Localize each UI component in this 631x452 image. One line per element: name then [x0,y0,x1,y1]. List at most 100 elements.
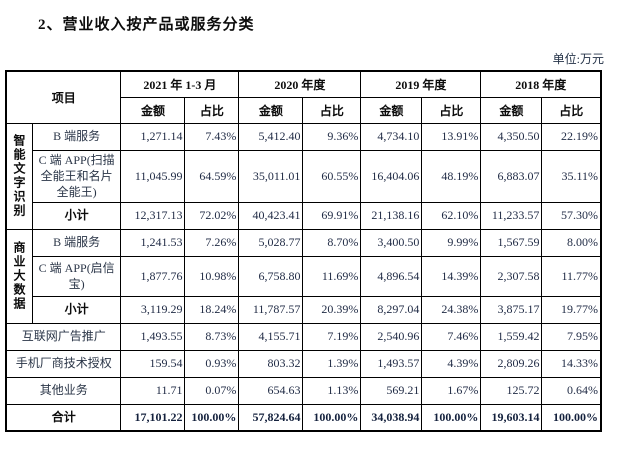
ratio-cell: 9.99% [421,228,482,257]
ratio-cell: 48.19% [421,149,482,203]
amount-cell: 2,809.26 [480,349,543,378]
amount-cell: 4,350.50 [480,122,543,151]
header-ratio: 占比 [421,96,482,124]
header-ratio: 占比 [184,96,240,124]
header-amount: 金额 [480,96,543,124]
amount-cell: 4,734.10 [360,122,423,151]
amount-cell: 35,011.01 [238,149,304,203]
amount-cell: 3,875.17 [480,295,543,324]
table-row: 小计 3,119.29 18.24% 11,787.57 20.39% 8,29… [6,295,602,324]
ratio-cell: 35.11% [541,149,602,203]
amount-cell: 569.21 [360,376,423,405]
ratio-cell: 1.39% [302,349,362,378]
row-label: B 端服务 [31,228,122,257]
header-period-2021: 2021 年 1-3 月 [120,70,240,98]
ratio-cell: 1.13% [302,376,362,405]
ratio-cell: 4.39% [421,349,482,378]
ratio-cell: 100.00% [302,403,362,432]
row-label: 其他业务 [5,376,122,405]
ratio-cell: 100.00% [541,403,602,432]
ratio-cell: 60.55% [302,149,362,203]
table-row: C 端 APP(扫描全能王和名片全能王) 11,045.99 64.59% 35… [6,149,602,203]
header-period-2018: 2018 年度 [480,70,602,98]
amount-cell: 11,233.57 [480,201,543,230]
header-amount: 金额 [238,96,304,124]
ratio-cell: 64.59% [184,149,240,203]
ratio-cell: 69.91% [302,201,362,230]
ratio-cell: 22.19% [541,122,602,151]
ratio-cell: 8.00% [541,228,602,257]
ratio-cell: 19.77% [541,295,602,324]
ratio-cell: 18.24% [184,295,240,324]
ratio-cell: 24.38% [421,295,482,324]
row-label: C 端 APP(启信宝) [31,255,122,297]
ratio-cell: 100.00% [421,403,482,432]
unit-label: 单位:万元 [552,52,604,66]
amount-cell: 1,567.59 [480,228,543,257]
amount-cell: 21,138.16 [360,201,423,230]
ratio-cell: 0.93% [184,349,240,378]
row-label: 手机厂商技术授权 [5,349,122,378]
amount-cell: 1,559.42 [480,322,543,351]
amount-cell: 125.72 [480,376,543,405]
amount-cell: 12,317.13 [120,201,186,230]
amount-cell: 5,412.40 [238,122,304,151]
ratio-cell: 11.69% [302,255,362,297]
ratio-cell: 0.07% [184,376,240,405]
ratio-cell: 100.00% [184,403,240,432]
amount-cell: 1,493.55 [120,322,186,351]
header-item: 项目 [5,70,122,124]
row-label-total: 合计 [5,403,122,432]
revenue-by-product-table: 项目 2021 年 1-3 月 2020 年度 2019 年度 2018 年度 … [5,70,602,432]
amount-cell: 4,155.71 [238,322,304,351]
ratio-cell: 7.26% [184,228,240,257]
ratio-cell: 9.36% [302,122,362,151]
table-row: 互联网广告推广 1,493.55 8.73% 4,155.71 7.19% 2,… [5,322,602,351]
amount-cell: 1,271.14 [120,122,186,151]
header-amount: 金额 [360,96,423,124]
ratio-cell: 8.73% [184,322,240,351]
amount-cell: 2,540.96 [360,322,423,351]
amount-cell: 159.54 [120,349,186,378]
amount-cell: 40,423.41 [238,201,304,230]
row-label-subtotal: 小计 [31,295,122,324]
amount-cell: 803.32 [238,349,304,378]
ratio-cell: 7.43% [184,122,240,151]
row-label: C 端 APP(扫描全能王和名片全能王) [31,149,122,203]
ratio-cell: 0.64% [541,376,602,405]
amount-cell: 16,404.06 [360,149,423,203]
table-row: 其他业务 11.71 0.07% 654.63 1.13% 569.21 1.6… [5,376,602,405]
header-ratio: 占比 [302,96,362,124]
ratio-cell: 14.39% [421,255,482,297]
ratio-cell: 62.10% [421,201,482,230]
section-title: 2、营业收入按产品或服务分类 [38,17,255,33]
amount-cell: 3,119.29 [120,295,186,324]
table-row: 小计 12,317.13 72.02% 40,423.41 69.91% 21,… [6,201,602,230]
amount-cell: 57,824.64 [238,403,304,432]
table-row: C 端 APP(启信宝) 1,877.76 10.98% 6,758.80 11… [6,255,602,297]
group-label-business-big-data: 商业大数据 [5,228,33,324]
header-period-2019: 2019 年度 [360,70,482,98]
amount-cell: 1,877.76 [120,255,186,297]
amount-cell: 3,400.50 [360,228,423,257]
row-label-subtotal: 小计 [31,201,122,230]
ratio-cell: 11.77% [541,255,602,297]
amount-cell: 4,896.54 [360,255,423,297]
ratio-cell: 1.67% [421,376,482,405]
ratio-cell: 8.70% [302,228,362,257]
amount-cell: 19,603.14 [480,403,543,432]
ratio-cell: 57.30% [541,201,602,230]
row-label: B 端服务 [31,122,122,151]
amount-cell: 11.71 [120,376,186,405]
amount-cell: 1,241.53 [120,228,186,257]
amount-cell: 34,038.94 [360,403,423,432]
ratio-cell: 7.95% [541,322,602,351]
ratio-cell: 20.39% [302,295,362,324]
amount-cell: 654.63 [238,376,304,405]
ratio-cell: 10.98% [184,255,240,297]
ratio-cell: 72.02% [184,201,240,230]
table-row: 手机厂商技术授权 159.54 0.93% 803.32 1.39% 1,493… [5,349,602,378]
ratio-cell: 13.91% [421,122,482,151]
header-period-2020: 2020 年度 [238,70,362,98]
ratio-cell: 7.19% [302,322,362,351]
